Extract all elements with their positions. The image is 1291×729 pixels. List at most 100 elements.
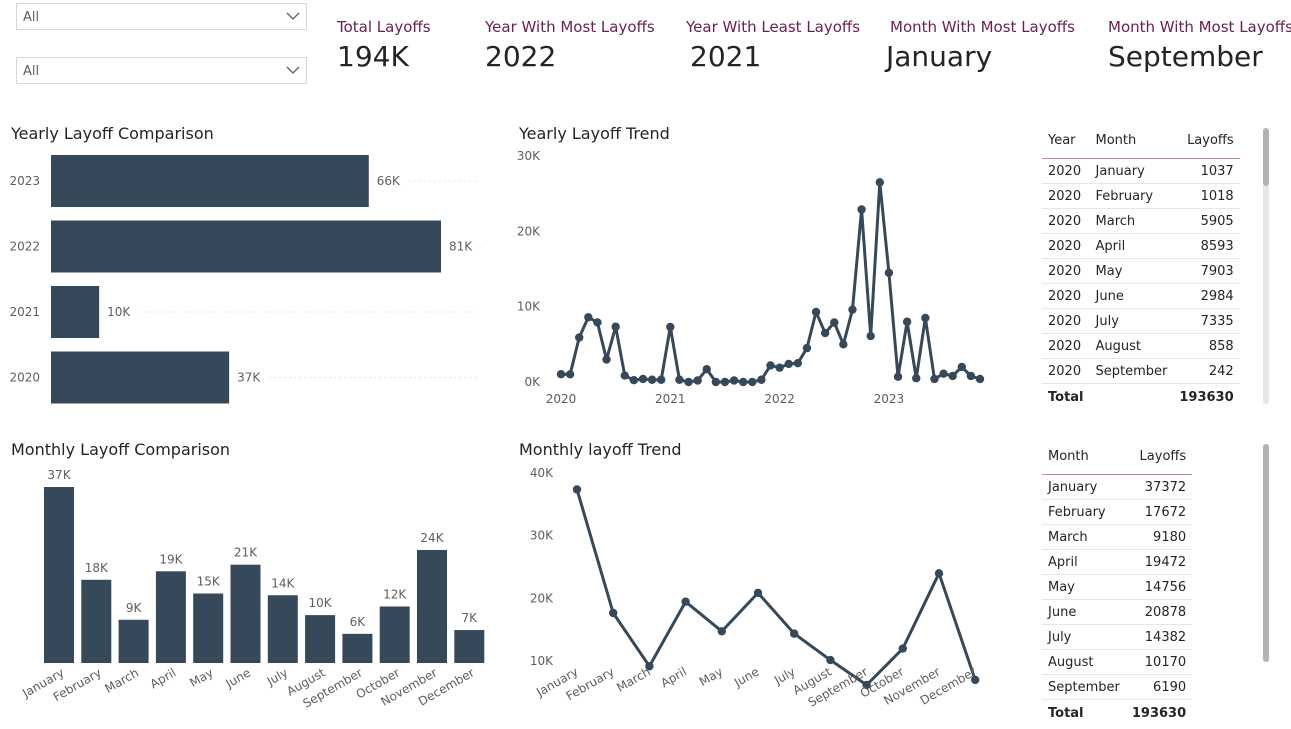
bar [51, 351, 230, 404]
x-tick-label: April [148, 665, 179, 691]
table-row[interactable]: 2020 August 858 [1042, 333, 1240, 359]
kpi-value: 2022 [485, 40, 557, 73]
data-label: 19K [159, 552, 183, 566]
table-cell: 2020 [1042, 158, 1090, 184]
data-point [875, 178, 885, 187]
table-cell: February [1089, 183, 1174, 209]
data-label: 10K [107, 305, 131, 319]
slicer-filter-2[interactable]: All [16, 57, 307, 84]
bar [155, 571, 186, 663]
kpi-value: 2021 [690, 40, 762, 73]
table-row[interactable]: 2020 July 7335 [1042, 308, 1240, 334]
table-row[interactable]: May 14756 [1042, 574, 1193, 600]
data-point [939, 369, 948, 378]
data-point [971, 675, 980, 685]
data-label: 14K [271, 576, 295, 590]
table-cell: 5905 [1173, 208, 1240, 234]
table-row[interactable]: 2020 June 2984 [1042, 283, 1240, 309]
kpi-month-most-layoffs: Month With Most Layoffs January [886, 18, 1075, 73]
bar [118, 619, 149, 663]
y-tick-label: 0K [524, 375, 541, 389]
data-point [711, 377, 721, 387]
table-cell [1089, 383, 1174, 410]
data-point [820, 328, 830, 338]
x-tick-label: March [614, 664, 653, 694]
data-point [757, 375, 766, 384]
table-cell: 2020 [1042, 308, 1090, 334]
data-label: 9K [126, 601, 143, 615]
table-cell: 19472 [1125, 549, 1193, 575]
table-cell: 6190 [1125, 674, 1193, 700]
data-point [720, 377, 730, 387]
slicer-filter-1[interactable]: All [16, 3, 307, 30]
table-header-row: Month Layoffs [1042, 438, 1193, 475]
bar [417, 549, 447, 663]
table-row[interactable]: February 17672 [1042, 499, 1193, 525]
data-point [575, 333, 584, 342]
table-row[interactable]: 2020 February 1018 [1042, 183, 1240, 209]
yearly-table-scrollbar[interactable] [1263, 128, 1269, 404]
kpi-label: Year With Most Layoffs [485, 18, 655, 36]
data-point [839, 340, 848, 349]
x-tick-label: May [697, 664, 725, 689]
data-point [702, 364, 711, 374]
table-row[interactable]: 2020 September 242 [1042, 358, 1240, 384]
scrollbar-thumb[interactable] [1263, 128, 1269, 186]
data-point [975, 374, 985, 384]
chevron-down-icon[interactable] [286, 66, 300, 75]
column-header-month[interactable]: Month [1089, 122, 1174, 159]
x-tick-label: June [731, 664, 762, 690]
table-cell: 17672 [1125, 499, 1193, 525]
bar [342, 633, 373, 663]
table-row[interactable]: August 10170 [1042, 649, 1193, 675]
y-tick-label: 2022 [9, 240, 40, 254]
data-point [684, 377, 693, 387]
kpi-year-least-layoffs: Year With Least Layoffs 2021 [686, 18, 860, 73]
scrollbar-thumb[interactable] [1263, 444, 1269, 662]
y-tick-label: 2021 [9, 305, 40, 319]
column-header-layoffs[interactable]: Layoffs [1173, 122, 1240, 159]
data-point [790, 629, 799, 638]
table-cell: March [1089, 208, 1174, 234]
table-cell: 14382 [1125, 624, 1193, 650]
data-label: 37K [237, 371, 261, 385]
table-row[interactable]: 2020 March 5905 [1042, 208, 1240, 234]
chevron-down-icon[interactable] [286, 12, 300, 21]
x-tick-label: June [222, 665, 253, 691]
table-row[interactable]: April 19472 [1042, 549, 1193, 575]
table-cell: 2020 [1042, 208, 1090, 234]
x-tick-label: 2020 [546, 392, 577, 406]
kpi-year-most-layoffs: Year With Most Layoffs 2022 [485, 18, 655, 73]
data-point [912, 374, 921, 383]
data-label: 21K [234, 546, 258, 560]
table-cell: January [1089, 158, 1174, 184]
data-point [693, 376, 702, 385]
table-row[interactable]: March 9180 [1042, 524, 1193, 550]
total-value: 193630 [1125, 699, 1193, 726]
table-row[interactable]: 2020 April 8593 [1042, 233, 1240, 259]
table-row[interactable]: January 37372 [1042, 474, 1193, 500]
y-tick-label: 20K [517, 224, 541, 238]
table-row[interactable]: 2020 January 1037 [1042, 158, 1240, 184]
table-row[interactable]: July 14382 [1042, 624, 1193, 650]
table-cell: July [1042, 624, 1126, 650]
table-row[interactable]: September 6190 [1042, 674, 1193, 700]
table-row[interactable]: June 20878 [1042, 599, 1193, 625]
data-point [948, 371, 957, 381]
data-point [921, 313, 930, 323]
table-total-row: Total 193630 [1042, 699, 1193, 726]
y-tick-label: 10K [517, 300, 541, 314]
monthly-table-scrollbar[interactable] [1263, 444, 1269, 662]
column-header-year[interactable]: Year [1042, 122, 1090, 159]
data-point [584, 313, 593, 322]
slicer-filter-1-value: All [23, 10, 40, 25]
data-point [611, 322, 620, 331]
data-point [848, 305, 857, 314]
data-label: 12K [383, 587, 407, 601]
data-point [966, 371, 976, 381]
column-header-month[interactable]: Month [1042, 438, 1126, 475]
kpi-label: Year With Least Layoffs [686, 18, 861, 36]
table-row[interactable]: 2020 May 7903 [1042, 258, 1240, 284]
column-header-layoffs[interactable]: Layoffs [1125, 438, 1193, 475]
